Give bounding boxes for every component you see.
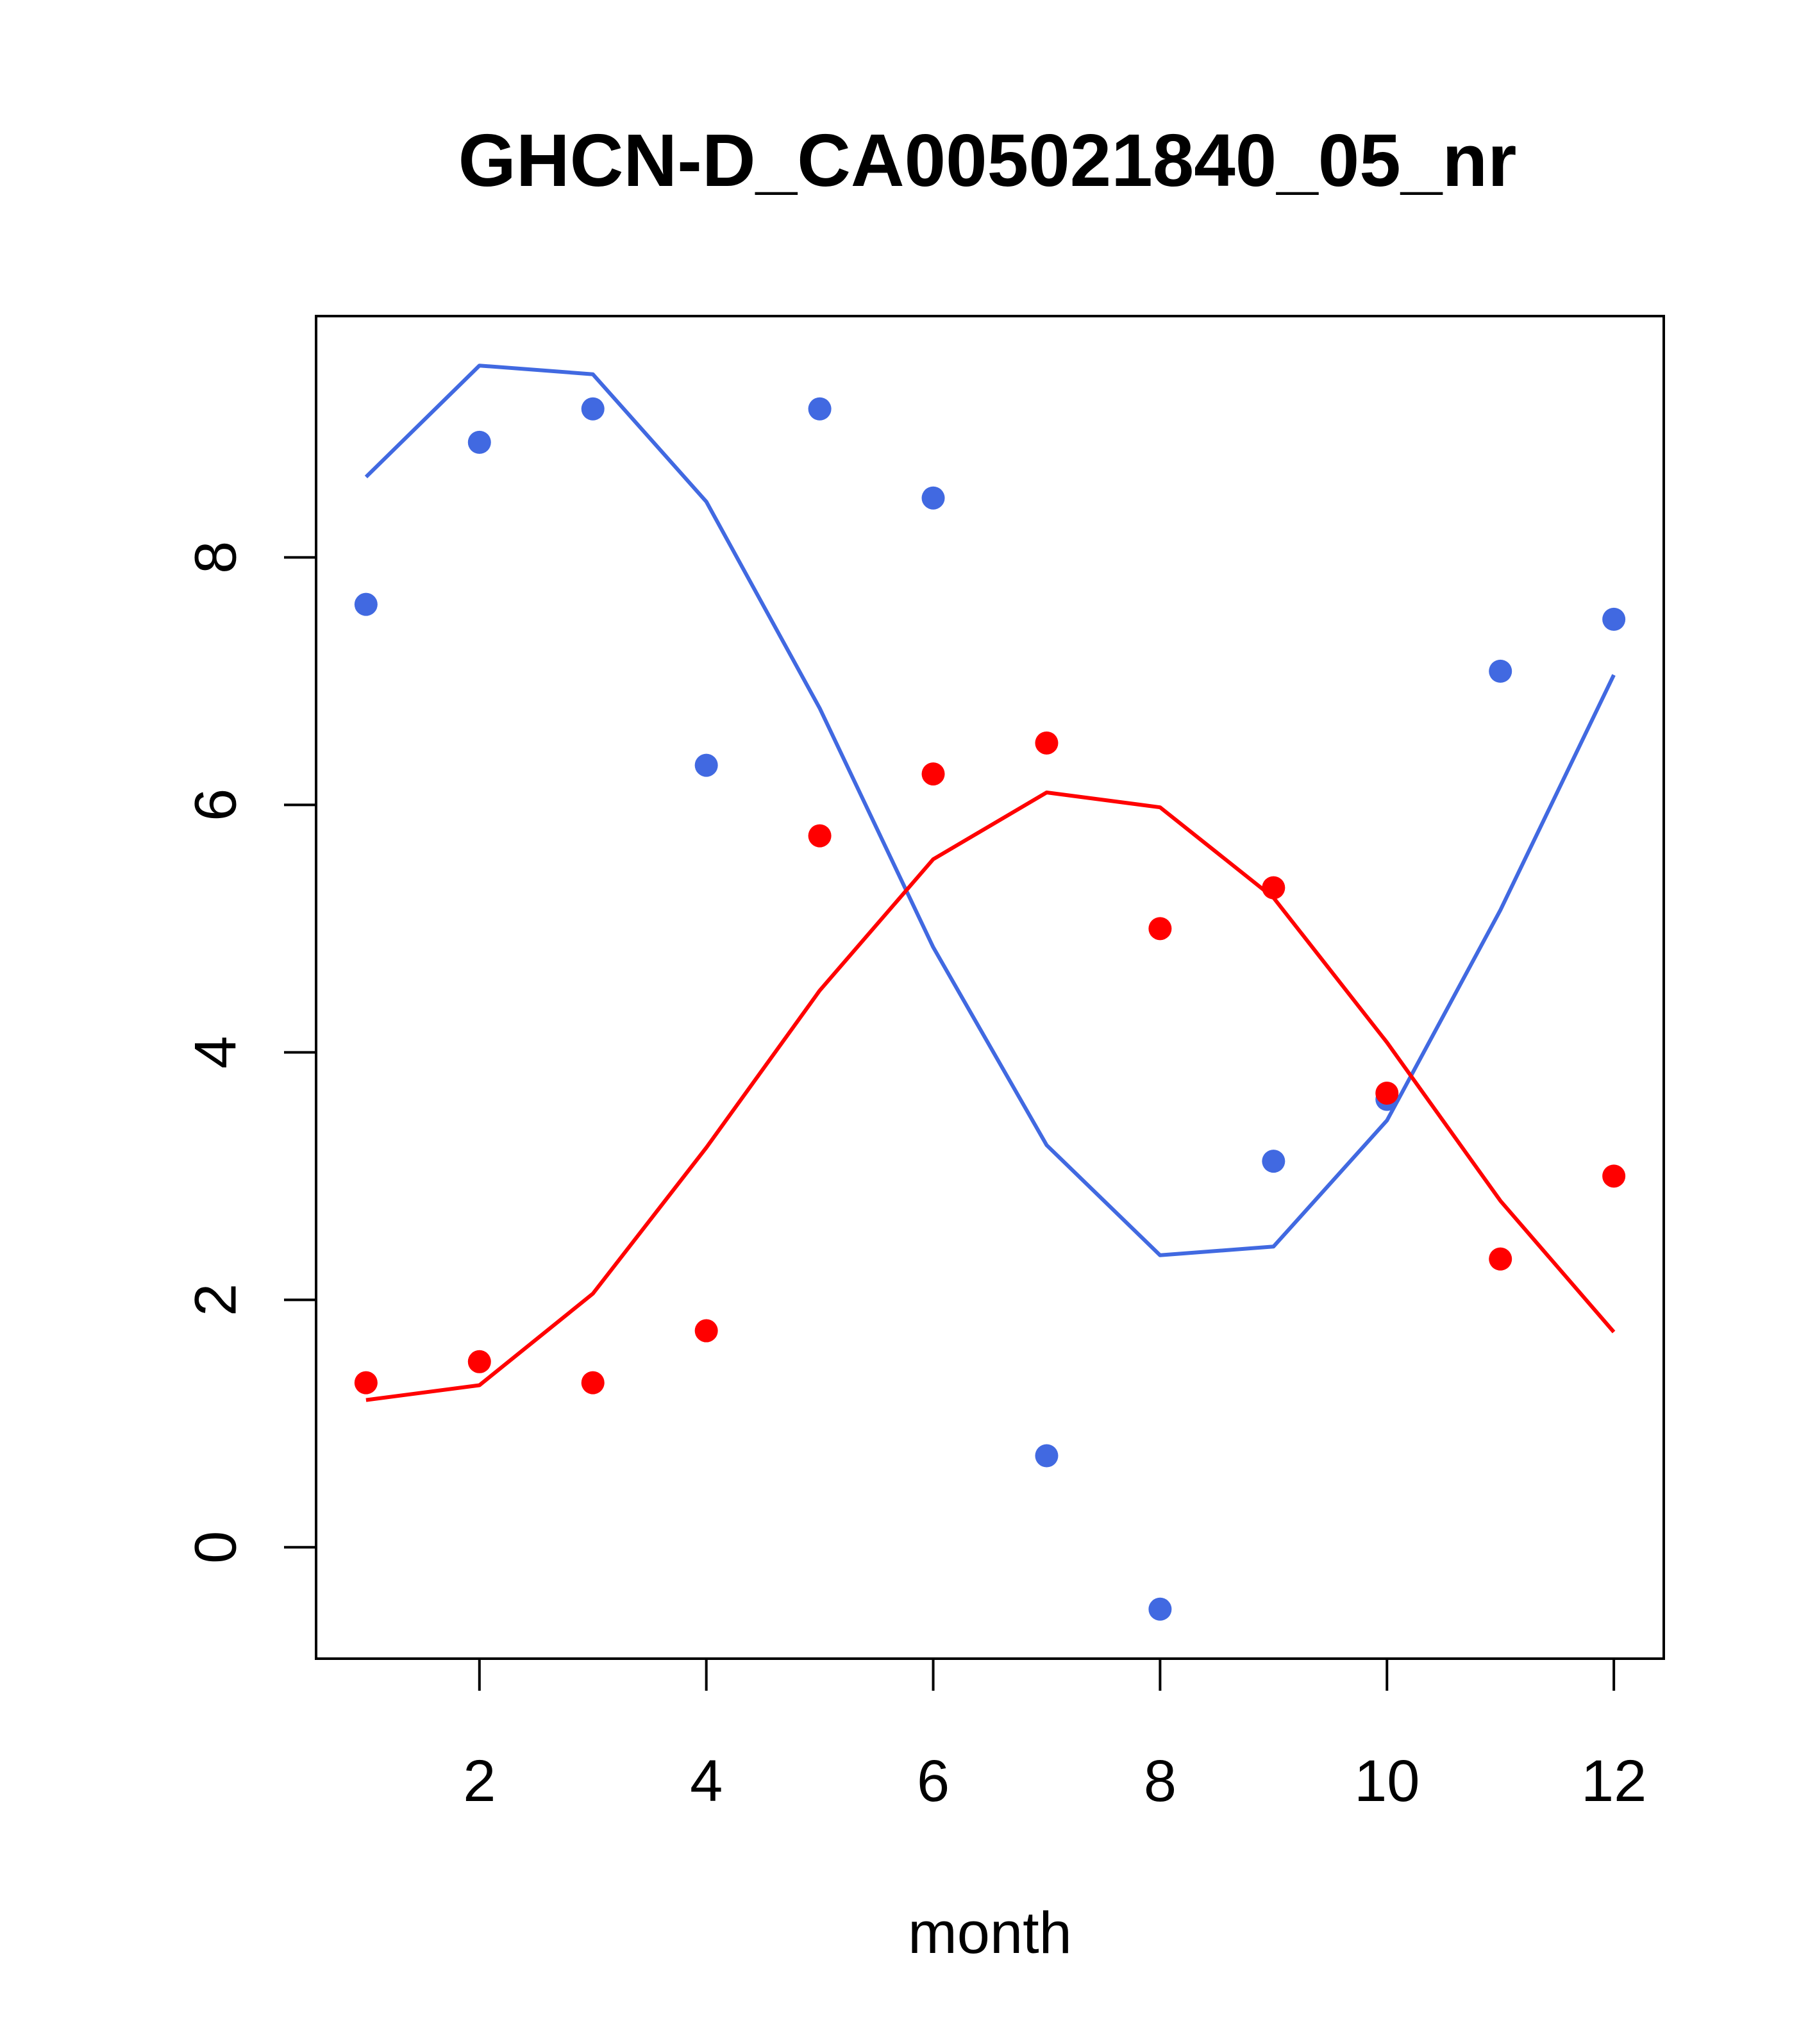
plot-area	[354, 364, 1626, 1621]
data-point	[694, 753, 718, 777]
data-point	[1375, 1082, 1399, 1105]
data-point	[1602, 607, 1626, 631]
data-point	[467, 430, 491, 454]
data-point	[808, 397, 832, 421]
x-tick-label: 2	[463, 1748, 496, 1814]
data-point	[1148, 1597, 1172, 1621]
data-point	[354, 1371, 378, 1395]
data-point	[1262, 1150, 1285, 1173]
data-point	[1035, 1444, 1059, 1468]
data-point	[1489, 1247, 1512, 1271]
data-point	[1148, 917, 1172, 941]
series-line	[365, 791, 1616, 1402]
x-tick-label: 6	[917, 1748, 950, 1814]
y-tick-label: 2	[183, 1284, 248, 1316]
y-tick-label: 8	[183, 541, 248, 574]
series-line	[364, 364, 1616, 1257]
data-point	[1262, 876, 1285, 900]
data-point	[581, 1371, 605, 1395]
x-axis-label: month	[908, 1900, 1072, 1966]
data-point	[467, 1350, 491, 1373]
y-axis: 0 2 4 6 8	[183, 541, 316, 1564]
x-tick-label: 8	[1144, 1748, 1176, 1814]
data-point	[921, 762, 945, 786]
y-tick-label: 6	[183, 789, 248, 821]
x-tick-label: 12	[1581, 1748, 1646, 1814]
data-point	[581, 397, 605, 421]
plot-frame	[315, 315, 1665, 1660]
data-point	[1035, 731, 1059, 755]
x-tick-label: 4	[690, 1748, 723, 1814]
data-point	[1489, 659, 1512, 683]
series-0	[354, 364, 1626, 1621]
data-point	[921, 486, 945, 510]
data-point	[694, 1319, 718, 1343]
series-1	[354, 731, 1626, 1402]
y-tick-label: 4	[183, 1036, 248, 1069]
x-tick-label: 10	[1354, 1748, 1419, 1814]
chart-title: GHCN-D_CA005021840_05_nr	[458, 119, 1517, 202]
x-axis: 2 4 6 8 10 12	[463, 1659, 1646, 1814]
y-tick-label: 0	[183, 1531, 248, 1564]
data-point	[1602, 1164, 1626, 1188]
data-point	[354, 592, 378, 616]
data-point	[808, 824, 832, 848]
